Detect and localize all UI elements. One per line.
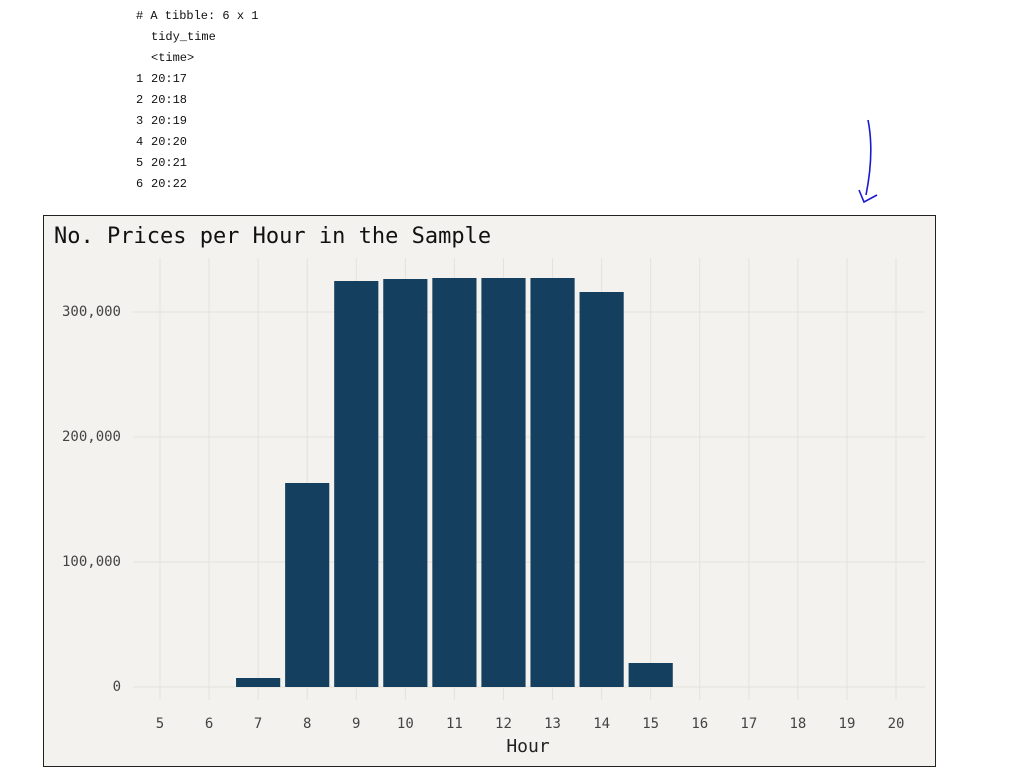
x-tick-label: 8 xyxy=(303,716,311,732)
x-tick-label: 13 xyxy=(544,716,561,732)
x-tick-label: 14 xyxy=(593,716,610,732)
row-value: 20:20 xyxy=(151,135,187,149)
x-tick-label: 5 xyxy=(156,716,164,732)
x-tick-label: 7 xyxy=(254,716,262,732)
y-tick-label: 100,000 xyxy=(62,554,121,570)
y-tick-label: 0 xyxy=(113,679,121,695)
x-tick-label: 12 xyxy=(495,716,512,732)
hand-drawn-arrow xyxy=(858,119,878,204)
console-column-type: <time> xyxy=(151,51,194,65)
bar xyxy=(236,678,281,687)
x-tick-label: 15 xyxy=(642,716,659,732)
console-header: # A tibble: 6 x 1 xyxy=(136,9,258,23)
bar xyxy=(285,483,330,687)
bar xyxy=(481,278,526,687)
x-tick-label: 16 xyxy=(691,716,708,732)
row-value: 20:21 xyxy=(151,156,187,170)
row-value: 20:18 xyxy=(151,93,187,107)
x-axis-title: Hour xyxy=(506,736,550,757)
row-index: 3 xyxy=(136,114,143,128)
bar xyxy=(432,278,477,687)
row-index: 1 xyxy=(136,72,143,86)
x-tick-label: 19 xyxy=(839,716,856,732)
bar xyxy=(334,281,379,687)
row-index: 4 xyxy=(136,135,143,149)
x-tick-label: 6 xyxy=(205,716,213,732)
row-index: 5 xyxy=(136,156,143,170)
bar xyxy=(530,278,575,687)
y-tick-label: 300,000 xyxy=(62,304,121,320)
x-tick-label: 10 xyxy=(397,716,414,732)
console-column: tidy_time xyxy=(151,30,216,44)
x-tick-label: 20 xyxy=(888,716,905,732)
chart-title: No. Prices per Hour in the Sample xyxy=(54,224,491,249)
x-tick-label: 17 xyxy=(740,716,757,732)
row-value: 20:19 xyxy=(151,114,187,128)
x-tick-label: 11 xyxy=(446,716,463,732)
row-value: 20:22 xyxy=(151,177,187,191)
bar xyxy=(579,292,624,687)
y-tick-label: 200,000 xyxy=(62,429,121,445)
bar xyxy=(628,663,673,687)
x-tick-label: 9 xyxy=(352,716,360,732)
row-index: 2 xyxy=(136,93,143,107)
bar xyxy=(383,279,428,687)
x-tick-label: 18 xyxy=(789,716,806,732)
row-index: 6 xyxy=(136,177,143,191)
row-value: 20:17 xyxy=(151,72,187,86)
